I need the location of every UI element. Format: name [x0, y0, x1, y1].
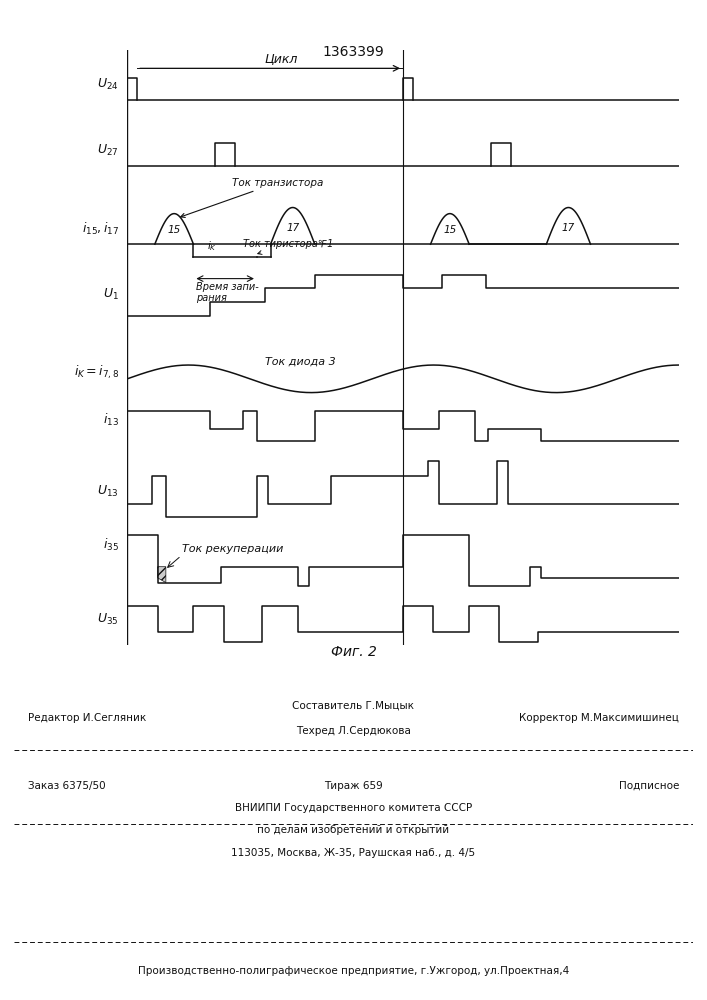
- Text: 15: 15: [168, 225, 181, 235]
- Text: Производственно-полиграфическое предприятие, г.Ужгород, ул.Проектная,4: Производственно-полиграфическое предприя…: [138, 966, 569, 976]
- Text: Ток транзистора: Ток транзистора: [181, 178, 323, 217]
- Polygon shape: [158, 567, 166, 583]
- Text: $i_K$: $i_K$: [207, 239, 217, 253]
- Text: $i_{13}$: $i_{13}$: [103, 411, 119, 428]
- Text: Цикл: Цикл: [264, 52, 298, 65]
- Text: $U_{35}$: $U_{35}$: [98, 612, 119, 627]
- Text: Время запи-
рания: Время запи- рания: [197, 282, 259, 303]
- Text: Подписное: Подписное: [619, 781, 679, 791]
- Text: 17: 17: [562, 223, 575, 233]
- Text: $U_1$: $U_1$: [103, 287, 119, 302]
- Text: 17: 17: [286, 223, 299, 233]
- Text: Редактор И.Сегляник: Редактор И.Сегляник: [28, 713, 146, 723]
- Text: 1363399: 1363399: [322, 45, 385, 59]
- Text: $i_{15},i_{17}$: $i_{15},i_{17}$: [82, 220, 119, 237]
- Text: Ток рекуперации: Ток рекуперации: [182, 544, 284, 554]
- Text: $U_{24}$: $U_{24}$: [98, 77, 119, 92]
- Text: $U_{27}$: $U_{27}$: [98, 143, 119, 158]
- Text: Тираж 659: Тираж 659: [324, 781, 383, 791]
- Text: $i_K=i_{7,8}$: $i_K=i_{7,8}$: [74, 364, 119, 381]
- Text: Ток диода 3: Ток диода 3: [265, 356, 336, 366]
- Text: ВНИИПИ Государственного комитета СССР: ВНИИПИ Государственного комитета СССР: [235, 803, 472, 813]
- Text: по делам изобретений и открытий: по делам изобретений и открытий: [257, 825, 450, 835]
- Text: Заказ 6375/50: Заказ 6375/50: [28, 781, 105, 791]
- Text: Ток тиристора℉1: Ток тиристора℉1: [243, 239, 334, 254]
- Text: $U_{13}$: $U_{13}$: [98, 484, 119, 499]
- Text: 15: 15: [443, 225, 457, 235]
- Text: Составитель Г.Мыцык: Составитель Г.Мыцык: [293, 701, 414, 711]
- Text: Фиг. 2: Фиг. 2: [331, 645, 376, 659]
- Text: Техред Л.Сердюкова: Техред Л.Сердюкова: [296, 726, 411, 736]
- Text: 113035, Москва, Ж-35, Раушская наб., д. 4/5: 113035, Москва, Ж-35, Раушская наб., д. …: [231, 848, 476, 858]
- Text: Корректор М.Максимишинец: Корректор М.Максимишинец: [520, 713, 679, 723]
- Text: $i_{35}$: $i_{35}$: [103, 537, 119, 553]
